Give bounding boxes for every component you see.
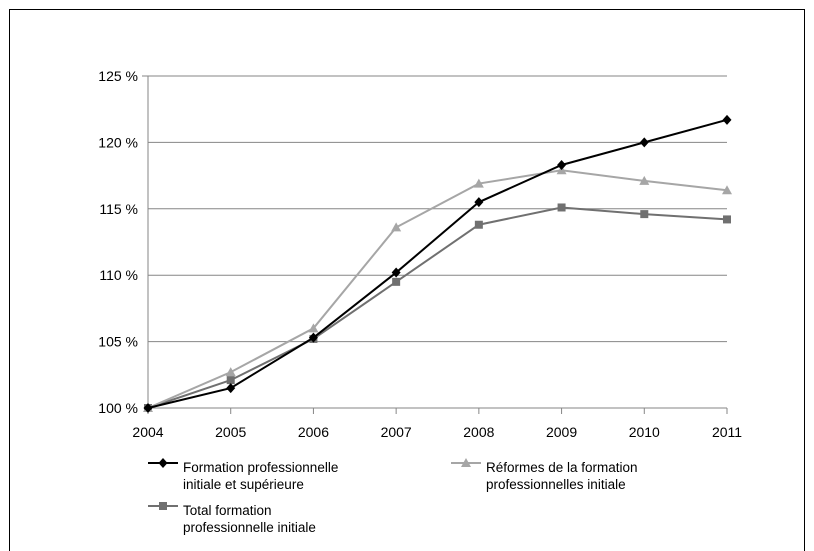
data-point-formation	[722, 114, 732, 125]
data-point-total	[557, 203, 566, 212]
series-line-formation	[147, 118, 728, 409]
gridlines	[148, 75, 727, 343]
data-point-total	[640, 210, 649, 219]
x-tick-label: 2009	[546, 424, 577, 440]
y-tick-label: 120 %	[98, 134, 138, 150]
series-group	[143, 114, 732, 413]
x-tick-label: 2011	[712, 424, 742, 440]
data-point-total	[723, 215, 731, 224]
series-line-reformes	[147, 169, 728, 409]
data-point-reformes	[391, 222, 402, 232]
legend-label: professionnelles initiale	[486, 477, 626, 492]
legend-label: Total formation	[183, 503, 272, 518]
legend-label: Réformes de la formation	[486, 460, 638, 475]
data-point-formation	[557, 159, 567, 170]
data-point-total	[474, 220, 483, 229]
x-tick-label: 2004	[132, 424, 163, 440]
axes: 100 % 105 % 110 % 115 % 120 % 125 % 2004 2005 20…	[98, 68, 742, 440]
data-point-formation	[226, 383, 236, 394]
series-line-total	[147, 206, 728, 409]
data-point-total	[392, 277, 401, 286]
data-point-reformes	[639, 175, 650, 185]
y-tick-label: 125 %	[98, 68, 138, 84]
legend: Formation professionnelle initiale et sup…	[148, 458, 638, 535]
x-tick-label: 2010	[629, 424, 660, 440]
legend-item-formation: Formation professionnelle initiale et sup…	[148, 458, 338, 492]
x-tick-label: 2007	[381, 424, 412, 440]
y-tick-label: 110 %	[99, 267, 138, 283]
y-tick-label: 115 %	[99, 201, 138, 217]
data-point-reformes	[722, 185, 732, 195]
data-point-total	[226, 376, 235, 385]
legend-item-reformes: Réformes de la formation professionnelles…	[451, 458, 638, 492]
legend-marker	[461, 458, 471, 467]
legend-label: Formation professionnelle	[183, 460, 338, 475]
legend-item-total: Total formation professionnelle initiale	[148, 502, 316, 535]
data-point-formation	[308, 332, 318, 343]
data-point-formation	[143, 403, 153, 413]
series-formation	[143, 114, 732, 413]
data-point-formation	[639, 137, 649, 148]
x-tick-label: 2006	[298, 424, 329, 440]
legend-marker	[158, 458, 168, 468]
legend-label: initiale et supérieure	[183, 477, 304, 492]
x-tick-label: 2008	[463, 424, 494, 440]
legend-marker	[159, 502, 167, 510]
y-tick-label: 105 %	[98, 334, 138, 350]
chart-border	[9, 9, 805, 551]
data-point-reformes	[473, 178, 484, 188]
legend-label: professionnelle initiale	[183, 520, 316, 535]
series-reformes	[143, 165, 732, 412]
data-point-reformes	[308, 323, 319, 333]
y-tick-label: 100 %	[98, 400, 138, 416]
data-point-formation	[391, 267, 401, 278]
data-point-reformes	[225, 367, 236, 377]
x-tick-label: 2005	[215, 424, 246, 440]
data-point-formation	[474, 197, 484, 208]
